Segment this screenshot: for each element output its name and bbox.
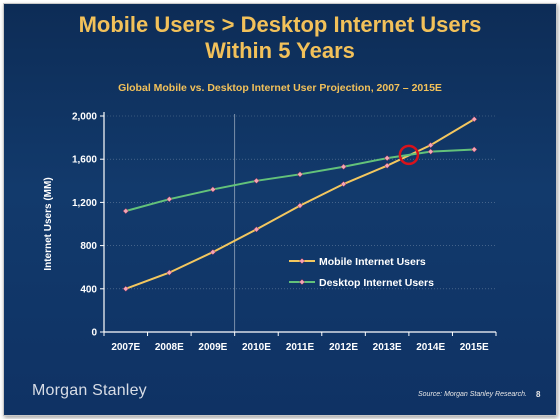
data-point (340, 163, 347, 170)
x-tick-label: 2014E (416, 342, 445, 353)
legend-marker (299, 258, 305, 264)
data-point (384, 162, 391, 169)
data-point (166, 196, 173, 203)
legend-label: Mobile Internet Users (319, 256, 426, 268)
data-point (122, 208, 129, 214)
slide-title: Mobile Users > Desktop Internet Users Wi… (4, 12, 556, 64)
y-tick-label: 400 (80, 284, 97, 295)
data-point (384, 155, 391, 162)
x-tick-label: 2009E (198, 342, 227, 353)
data-point (471, 116, 478, 123)
y-tick-label: 1,600 (72, 155, 97, 166)
data-point (471, 146, 478, 153)
data-point (209, 186, 216, 193)
morgan-stanley-logo: Morgan Stanley (32, 382, 147, 399)
data-point (166, 269, 173, 276)
y-tick-label: 1,200 (72, 198, 97, 209)
x-tick-label: 2008E (155, 342, 184, 353)
crossover-circle (398, 144, 420, 166)
data-point (297, 171, 303, 178)
data-point (253, 177, 260, 184)
data-point (427, 142, 434, 149)
series-line (125, 148, 475, 213)
x-tick-label: 2007E (111, 342, 140, 353)
legend-marker (299, 279, 305, 285)
y-axis-title: Internet Users (MM) (43, 177, 54, 270)
x-tick-label: 2012E (329, 342, 358, 353)
data-point (209, 249, 216, 256)
data-point (340, 181, 347, 187)
slide: Mobile Users > Desktop Internet Users Wi… (3, 3, 557, 416)
data-point (122, 285, 129, 292)
x-tick-label: 2010E (242, 342, 271, 353)
line-chart: 0 400 800 1,200 1,600 2,000 2007E 2008E 2009E 201… (43, 112, 497, 353)
x-tick-label: 2015E (460, 342, 489, 353)
slide-title-line-2: Within 5 Years (205, 38, 355, 63)
slide-title-line-1: Mobile Users > Desktop Internet Users (78, 12, 482, 37)
chart-title: Global Mobile vs. Desktop Internet User … (118, 82, 442, 94)
data-point (253, 226, 260, 233)
page-number: 8 (536, 390, 541, 399)
data-point (297, 202, 303, 209)
y-tick-label: 800 (80, 241, 97, 252)
source-note: Source: Morgan Stanley Research. (418, 391, 527, 398)
y-tick-label: 2,000 (72, 112, 97, 123)
x-tick-label: 2011E (286, 342, 315, 353)
y-tick-label: 0 (91, 328, 97, 339)
x-tick-label: 2013E (373, 342, 402, 353)
data-point (427, 148, 434, 155)
legend-label: Desktop Internet Users (319, 277, 434, 289)
